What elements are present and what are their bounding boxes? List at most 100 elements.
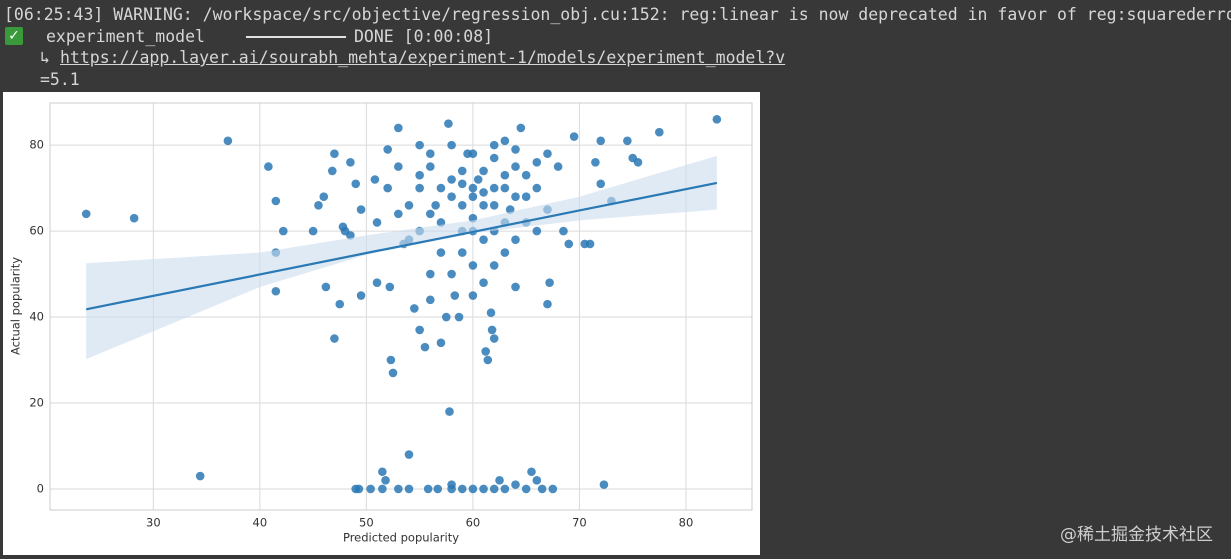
y-tick-label: 80: [29, 138, 44, 152]
point: [385, 282, 395, 292]
chart: Predicted popularity Actual popularity 3…: [3, 92, 760, 555]
point: [511, 145, 520, 154]
point: [516, 123, 526, 133]
point: [521, 484, 531, 494]
point: [543, 149, 552, 159]
point: [271, 196, 281, 206]
point: [378, 484, 387, 494]
point: [278, 226, 288, 236]
point: [415, 140, 424, 150]
point: [410, 304, 419, 313]
point: [564, 239, 574, 249]
y-tick-label: 60: [29, 224, 44, 238]
point: [479, 278, 488, 287]
regression-line: [86, 181, 718, 311]
x-tick-label: 70: [572, 516, 587, 530]
y-tick-label: 0: [37, 481, 44, 495]
point: [511, 162, 520, 171]
point: [436, 183, 446, 193]
point: [425, 149, 435, 159]
point: [394, 209, 403, 219]
point: [481, 347, 490, 356]
point: [454, 312, 464, 322]
point: [511, 480, 520, 489]
point: [420, 342, 430, 352]
point: [468, 183, 478, 193]
point: [468, 149, 478, 159]
point: [596, 136, 606, 146]
point: [447, 175, 456, 184]
y-axis-label: Actual popularity: [9, 257, 23, 355]
point: [356, 291, 366, 300]
arrow: ↳: [40, 48, 50, 67]
point: [500, 248, 510, 257]
point: [378, 467, 387, 477]
point: [559, 226, 568, 236]
point: [532, 476, 542, 485]
x-tick-label: 30: [146, 516, 161, 530]
point: [457, 166, 467, 176]
point: [473, 175, 483, 184]
point: [479, 484, 488, 494]
model-name: experiment_model: [46, 27, 205, 46]
point: [372, 218, 382, 227]
point: [489, 153, 499, 163]
watermark: @稀土掘金技术社区: [1060, 525, 1213, 545]
point: [489, 183, 499, 193]
point: [356, 205, 366, 214]
y-tick-label: 40: [29, 310, 44, 324]
point: [489, 261, 499, 270]
point: [383, 145, 392, 154]
point: [457, 248, 467, 257]
point: [327, 166, 337, 176]
point: [447, 480, 456, 489]
x-axis-label: Predicted popularity: [343, 531, 459, 545]
point: [195, 471, 205, 481]
point: [468, 261, 478, 270]
point: [321, 282, 331, 292]
point: [489, 484, 499, 494]
point: [479, 200, 488, 210]
x-tick-label: 60: [466, 516, 481, 530]
model-link[interactable]: https://app.layer.ai/sourabh_mehta/exper…: [60, 48, 786, 67]
point: [372, 278, 382, 287]
point: [394, 162, 403, 171]
point: [330, 149, 339, 159]
point: [386, 355, 396, 365]
point: [346, 231, 355, 240]
point: [489, 140, 499, 150]
point: [537, 484, 547, 494]
point: [532, 183, 542, 193]
point: [351, 179, 361, 189]
point: [404, 484, 414, 494]
point: [431, 200, 440, 210]
point: [447, 192, 456, 201]
point: [468, 484, 478, 494]
point: [436, 338, 446, 348]
point: [394, 484, 403, 494]
point: [457, 484, 467, 494]
point: [445, 407, 454, 416]
point: [655, 127, 664, 137]
point: [468, 192, 478, 201]
point: [479, 166, 488, 176]
check-icon: ✓: [5, 27, 23, 45]
point: [585, 239, 595, 249]
point: [447, 140, 456, 150]
point: [441, 312, 451, 322]
point: [129, 213, 139, 223]
point: [264, 162, 273, 171]
point: [450, 291, 460, 300]
point: [521, 192, 531, 201]
point: [479, 188, 488, 197]
point: [500, 170, 510, 180]
point: [511, 235, 520, 244]
point: [495, 476, 504, 485]
confidence-band: [86, 155, 717, 360]
point: [457, 179, 467, 189]
point: [370, 175, 380, 184]
point: [489, 334, 499, 343]
point: [633, 158, 643, 167]
link-cont: =5.1: [40, 70, 80, 89]
